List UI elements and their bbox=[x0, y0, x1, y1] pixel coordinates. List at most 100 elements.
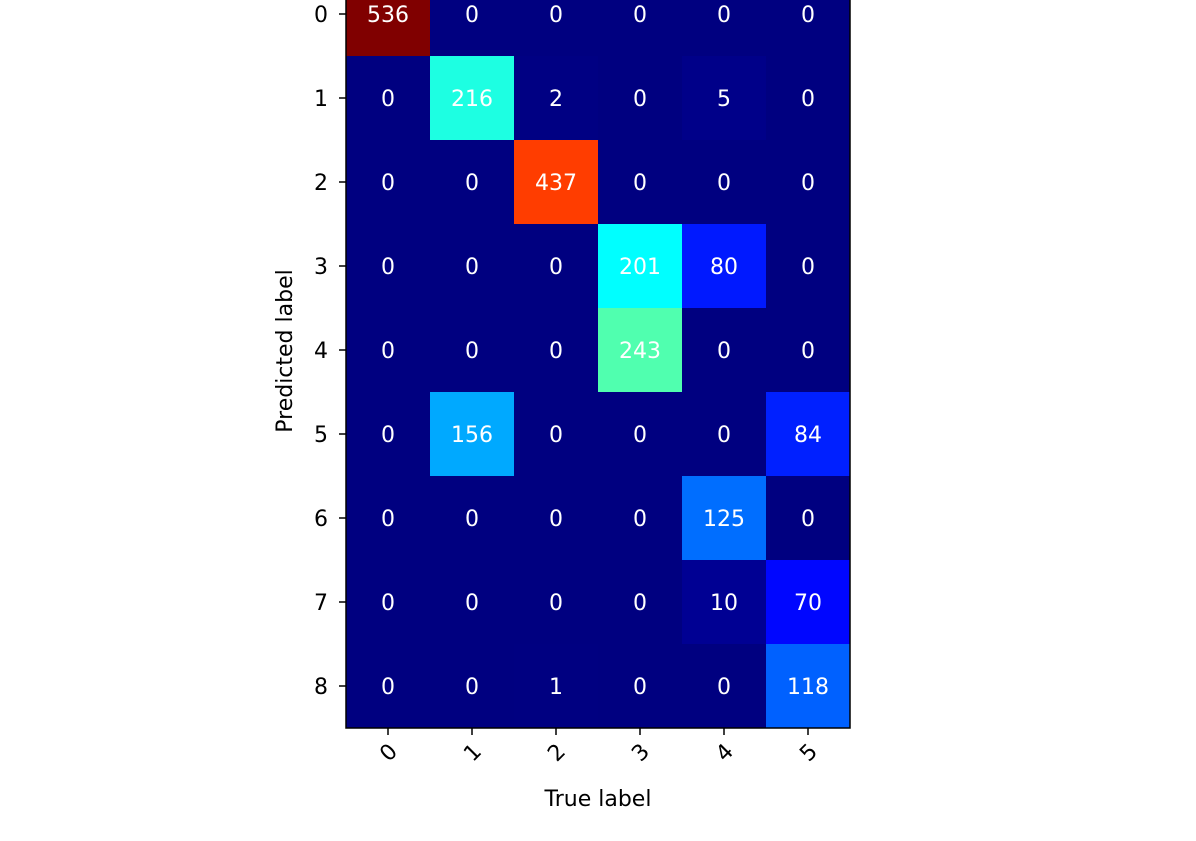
cell-value-label: 0 bbox=[633, 87, 647, 112]
cell-value-label: 0 bbox=[381, 591, 395, 616]
cell-value-label: 201 bbox=[619, 255, 661, 280]
cell-value-label: 0 bbox=[465, 507, 479, 532]
heatmap-cell bbox=[598, 392, 683, 477]
cell-value-label: 0 bbox=[381, 675, 395, 700]
cell-value-label: 5 bbox=[717, 87, 731, 112]
heatmap-cell bbox=[430, 560, 515, 645]
cell-value-label: 0 bbox=[801, 87, 815, 112]
heatmap-cell bbox=[766, 644, 851, 729]
heatmap-cell bbox=[766, 308, 851, 393]
heatmap-cell bbox=[514, 392, 599, 477]
y-axis-label: Predicted label bbox=[273, 269, 298, 432]
cell-value-label: 2 bbox=[549, 87, 563, 112]
x-tick-label: 0 bbox=[375, 739, 403, 767]
cell-value-label: 0 bbox=[465, 3, 479, 28]
heatmap-cell bbox=[430, 308, 515, 393]
heatmap-cell bbox=[346, 644, 431, 729]
cell-value-label: 0 bbox=[549, 3, 563, 28]
y-tick-label: 3 bbox=[314, 255, 328, 280]
heatmap-cell bbox=[346, 0, 431, 57]
cell-value-label: 0 bbox=[633, 675, 647, 700]
cell-value-label: 536 bbox=[367, 3, 409, 28]
heatmap-cell bbox=[682, 224, 767, 309]
cell-value-label: 0 bbox=[549, 591, 563, 616]
cell-value-label: 243 bbox=[619, 339, 661, 364]
heatmap-cell bbox=[766, 0, 851, 57]
y-axis-ticks: 0 1 2 3 4 5 6 7 8 bbox=[314, 3, 346, 700]
heatmap-cell bbox=[514, 140, 599, 225]
cell-value-label: 0 bbox=[549, 507, 563, 532]
cell-value-label: 0 bbox=[381, 339, 395, 364]
heatmap-cell bbox=[514, 560, 599, 645]
cell-value-label: 0 bbox=[381, 87, 395, 112]
heatmap-cell bbox=[682, 0, 767, 57]
heatmap-cell bbox=[598, 0, 683, 57]
heatmap-cell bbox=[346, 224, 431, 309]
cell-value-label: 118 bbox=[787, 675, 829, 700]
y-tick-label: 0 bbox=[314, 3, 328, 28]
cell-value-label: 0 bbox=[633, 591, 647, 616]
y-tick-label: 7 bbox=[314, 591, 328, 616]
heatmap-cell bbox=[514, 224, 599, 309]
heatmap-cell bbox=[598, 140, 683, 225]
heatmap-cell bbox=[514, 0, 599, 57]
cell-value-label: 0 bbox=[801, 255, 815, 280]
cell-value-label: 0 bbox=[465, 591, 479, 616]
heatmap-cell bbox=[430, 140, 515, 225]
heatmap-cell bbox=[598, 644, 683, 729]
heatmap-cell bbox=[346, 476, 431, 561]
heatmap-cell bbox=[514, 56, 599, 141]
heatmap-cell bbox=[682, 392, 767, 477]
cell-value-label: 0 bbox=[717, 339, 731, 364]
y-tick-label: 4 bbox=[314, 339, 328, 364]
heatmap-cell bbox=[346, 56, 431, 141]
cell-value-label: 0 bbox=[549, 339, 563, 364]
heatmap-cells bbox=[346, 0, 851, 729]
heatmap-cell bbox=[682, 644, 767, 729]
cell-value-label: 0 bbox=[465, 255, 479, 280]
heatmap-cell bbox=[430, 392, 515, 477]
cell-value-label: 0 bbox=[465, 675, 479, 700]
cell-value-label: 0 bbox=[381, 255, 395, 280]
heatmap-cell bbox=[766, 56, 851, 141]
heatmap-cell bbox=[682, 140, 767, 225]
cell-value-label: 0 bbox=[633, 3, 647, 28]
heatmap-cell bbox=[766, 392, 851, 477]
heatmap-cell bbox=[514, 644, 599, 729]
heatmap-cell bbox=[430, 476, 515, 561]
cell-value-label: 80 bbox=[710, 255, 738, 280]
heatmap-cell bbox=[682, 476, 767, 561]
heatmap-cell bbox=[598, 308, 683, 393]
cell-value-label: 10 bbox=[710, 591, 738, 616]
cell-value-label: 1 bbox=[549, 675, 563, 700]
y-tick-label: 5 bbox=[314, 423, 328, 448]
cell-value-label: 0 bbox=[381, 423, 395, 448]
heatmap-cell bbox=[346, 560, 431, 645]
x-axis-label: True label bbox=[544, 787, 652, 812]
heatmap-cell bbox=[682, 560, 767, 645]
heatmap-cell bbox=[346, 308, 431, 393]
x-tick-label: 2 bbox=[543, 739, 571, 767]
cell-value-label: 0 bbox=[801, 507, 815, 532]
heatmap-cell-labels: 536 0 0 0 0 0 0 216 2 0 5 0 0 0 437 0 0 0 0 0 0 201 80 0 0 0 0 243 0… bbox=[367, 3, 829, 700]
heatmap-cell bbox=[430, 224, 515, 309]
cell-value-label: 0 bbox=[633, 507, 647, 532]
cell-value-label: 84 bbox=[794, 423, 822, 448]
cell-value-label: 156 bbox=[451, 423, 493, 448]
heatmap-cell bbox=[682, 308, 767, 393]
heatmap-cell bbox=[598, 224, 683, 309]
heatmap-cell bbox=[430, 0, 515, 57]
heatmap-cell bbox=[598, 560, 683, 645]
heatmap-cell bbox=[766, 224, 851, 309]
cell-value-label: 0 bbox=[549, 255, 563, 280]
cell-value-label: 125 bbox=[703, 507, 745, 532]
cell-value-label: 0 bbox=[633, 171, 647, 196]
heatmap-cell bbox=[430, 644, 515, 729]
heatmap-cell bbox=[766, 560, 851, 645]
cell-value-label: 437 bbox=[535, 171, 577, 196]
y-tick-label: 1 bbox=[314, 87, 328, 112]
x-tick-label: 4 bbox=[711, 739, 739, 767]
heatmap-cell bbox=[430, 56, 515, 141]
cell-value-label: 0 bbox=[633, 423, 647, 448]
cell-value-label: 0 bbox=[381, 171, 395, 196]
